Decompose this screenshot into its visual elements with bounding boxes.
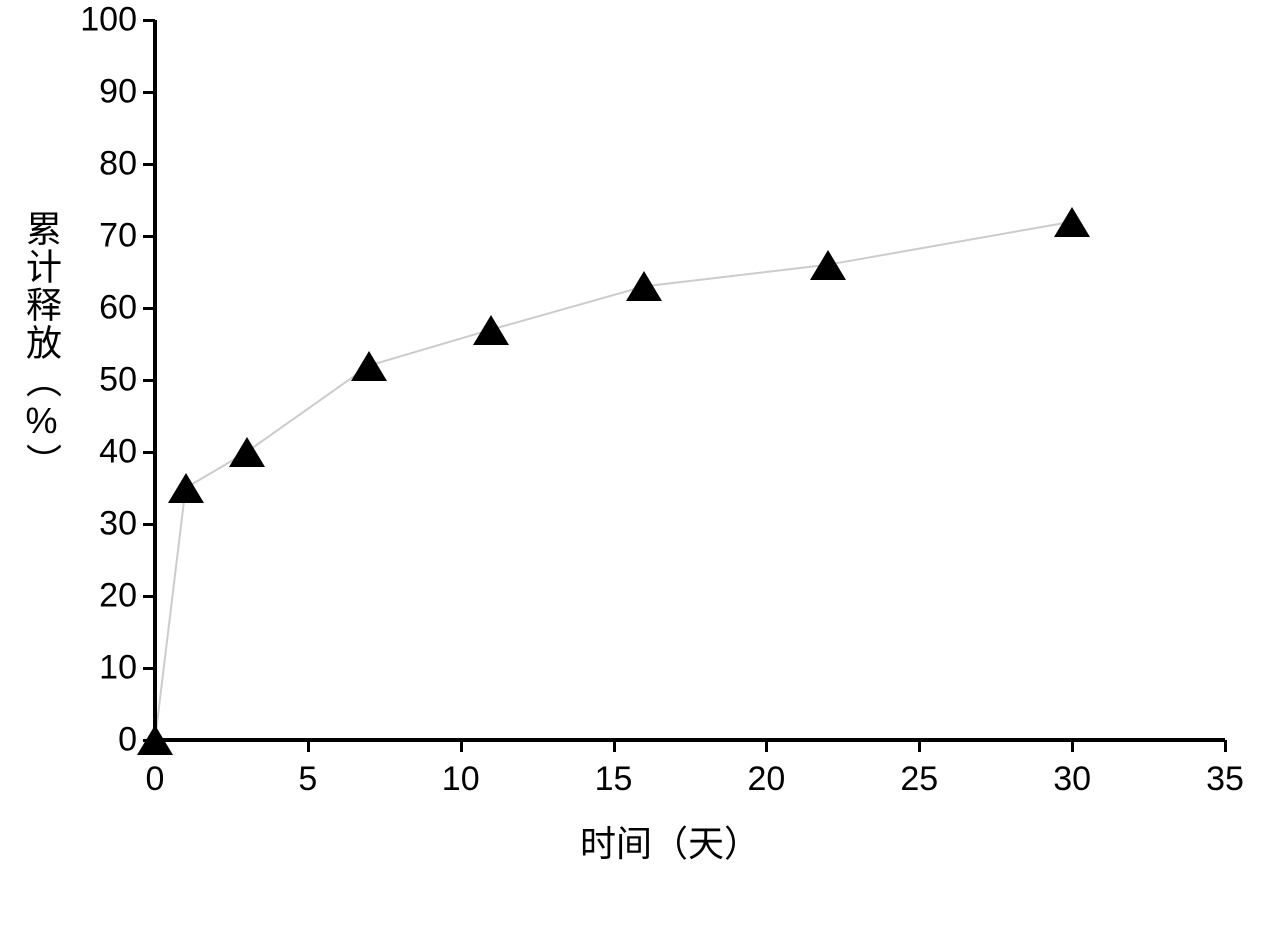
- y-tick-mark: [143, 595, 155, 598]
- y-tick-label: 40: [99, 433, 137, 472]
- y-tick-label: 10: [99, 649, 137, 688]
- x-tick-mark: [307, 740, 310, 752]
- x-axis-title: 时间（天）: [580, 815, 760, 867]
- y-tick-mark: [143, 379, 155, 382]
- triangle-marker-icon: [351, 351, 387, 381]
- x-tick-mark: [918, 740, 921, 752]
- y-tick-label: 100: [80, 1, 137, 40]
- data-point: [351, 351, 387, 381]
- y-tick-mark: [143, 307, 155, 310]
- x-tick-label: 15: [595, 760, 633, 799]
- x-axis-line: [155, 738, 1225, 742]
- data-point: [626, 271, 662, 301]
- data-point: [1054, 207, 1090, 237]
- x-tick-label: 10: [442, 760, 480, 799]
- triangle-marker-icon: [473, 315, 509, 345]
- data-point: [137, 725, 173, 755]
- y-axis-title: 累计释放（%）: [15, 210, 67, 481]
- y-tick-label: 70: [99, 217, 137, 256]
- y-tick-mark: [143, 163, 155, 166]
- triangle-marker-icon: [137, 725, 173, 755]
- y-tick-mark: [143, 667, 155, 670]
- x-tick-label: 25: [900, 760, 938, 799]
- triangle-marker-icon: [810, 250, 846, 280]
- chart-container: 0102030405060708090100 05101520253035 累计…: [0, 0, 1266, 949]
- plot-area: 0102030405060708090100 05101520253035: [155, 20, 1225, 740]
- y-tick-mark: [143, 19, 155, 22]
- y-tick-label: 50: [99, 361, 137, 400]
- x-tick-mark: [1071, 740, 1074, 752]
- y-tick-label: 90: [99, 73, 137, 112]
- data-point: [229, 437, 265, 467]
- data-point: [473, 315, 509, 345]
- x-tick-label: 30: [1053, 760, 1091, 799]
- x-tick-label: 0: [146, 760, 165, 799]
- x-tick-label: 35: [1206, 760, 1244, 799]
- y-tick-mark: [143, 91, 155, 94]
- series-line: [155, 222, 1072, 740]
- triangle-marker-icon: [229, 437, 265, 467]
- x-tick-mark: [1224, 740, 1227, 752]
- triangle-marker-icon: [1054, 207, 1090, 237]
- data-point: [168, 473, 204, 503]
- y-tick-label: 80: [99, 145, 137, 184]
- y-tick-mark: [143, 235, 155, 238]
- y-tick-label: 60: [99, 289, 137, 328]
- y-tick-label: 0: [118, 721, 137, 760]
- x-tick-mark: [460, 740, 463, 752]
- y-tick-label: 20: [99, 577, 137, 616]
- x-tick-mark: [613, 740, 616, 752]
- y-tick-mark: [143, 451, 155, 454]
- data-point: [810, 250, 846, 280]
- y-tick-mark: [143, 523, 155, 526]
- y-tick-label: 30: [99, 505, 137, 544]
- x-tick-mark: [765, 740, 768, 752]
- x-tick-label: 20: [748, 760, 786, 799]
- triangle-marker-icon: [168, 473, 204, 503]
- x-tick-label: 5: [298, 760, 317, 799]
- connecting-line-svg: [155, 20, 1225, 740]
- triangle-marker-icon: [626, 271, 662, 301]
